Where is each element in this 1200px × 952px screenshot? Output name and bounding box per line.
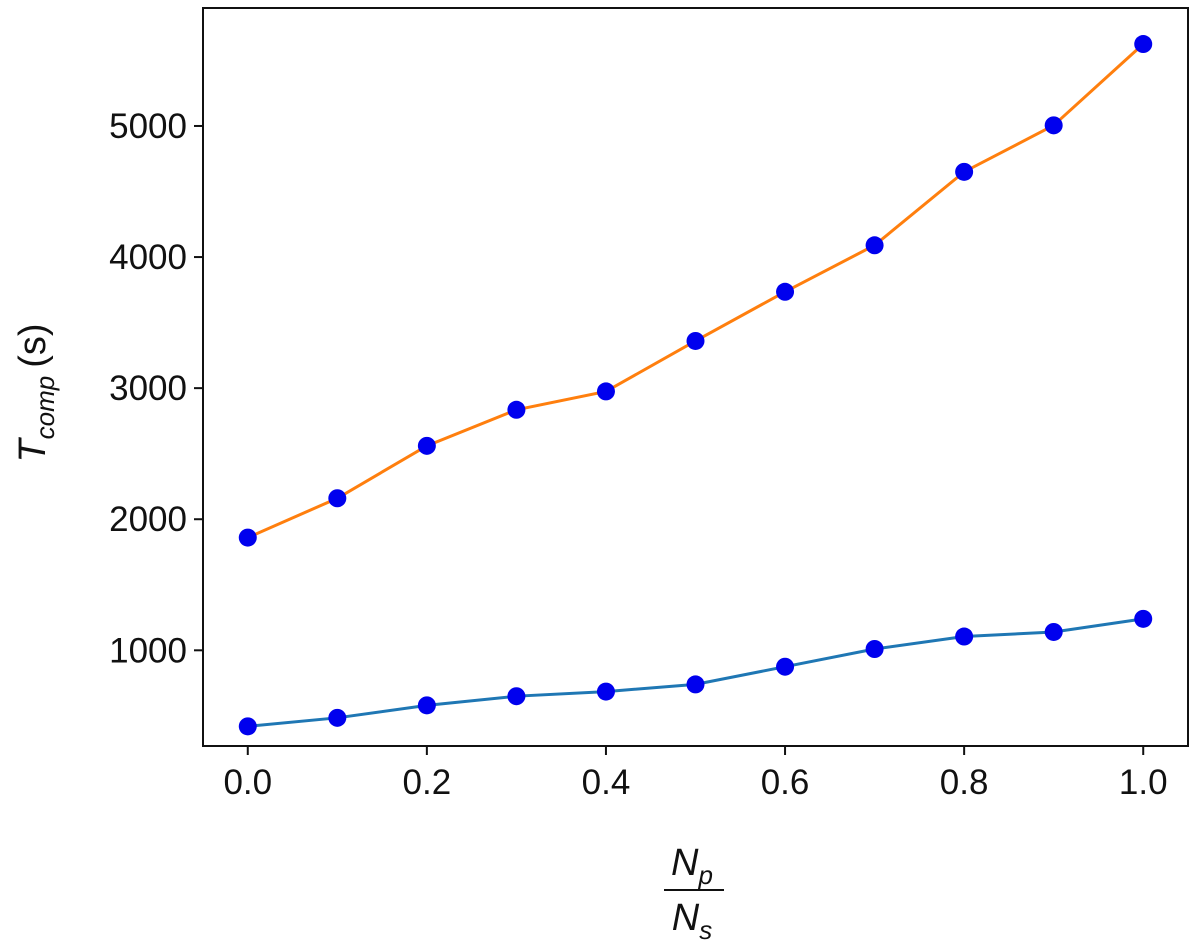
data-point [865,236,884,255]
y-tick-label: 4000 [109,238,187,277]
series-2 [238,609,1153,736]
plot-frame [202,7,1189,747]
data-point [417,436,436,455]
y-tick-label: 2000 [109,500,187,539]
y-axis-label-unit: (s) [12,323,54,367]
x-axis-label-denominator: Ns [672,897,712,945]
x-axis-label-denominator-symbol: N [672,897,700,939]
data-point [238,528,257,547]
series-layer [238,35,1153,736]
data-point [417,696,436,715]
x-tick-label: 1.0 [1119,763,1168,802]
series-line [247,42,1145,539]
x-axis-label-numerator-subscript: p [697,860,712,890]
y-tick-label: 5000 [109,107,187,146]
data-point [507,687,526,706]
y-axis-label-subscript: comp [30,376,60,440]
data-point [776,657,795,676]
x-tick-label: 0.2 [403,763,452,802]
x-tick-label: 0.0 [223,763,272,802]
data-point [1044,622,1063,641]
data-point [1134,609,1153,628]
x-axis-ticks: 0.0 0.2 0.4 0.6 0.8 1.0 [223,746,1168,802]
data-point [1134,35,1153,54]
data-point [686,331,705,350]
y-axis-label: Tcomp (s) [12,323,60,462]
series-line [247,617,1144,728]
y-tick-label: 3000 [109,369,187,408]
data-point [596,682,615,701]
data-point [596,382,615,401]
data-point [955,162,974,181]
y-axis-ticks: 1000 2000 3000 4000 5000 [109,107,203,670]
x-tick-label: 0.4 [582,763,631,802]
data-point [865,639,884,658]
data-point [328,708,347,727]
data-point [238,717,257,736]
data-point [1044,116,1063,135]
x-axis-label-denominator-subscript: s [699,915,712,945]
y-tick-label: 1000 [109,631,187,670]
data-point [686,675,705,694]
data-point [507,400,526,419]
data-point [328,489,347,508]
x-tick-label: 0.6 [761,763,810,802]
y-axis-label-symbol: T [12,437,54,463]
x-tick-label: 0.8 [940,763,989,802]
data-point [776,282,795,301]
series-1 [238,35,1153,547]
x-axis-label-numerator: Np [671,842,713,890]
data-point [955,627,974,646]
x-axis-label-numerator-symbol: N [671,842,699,884]
